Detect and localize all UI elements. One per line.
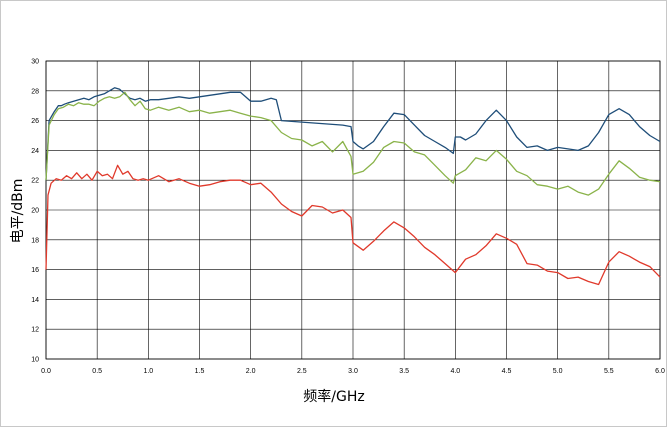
- y-tick-label: 28: [31, 88, 39, 95]
- x-tick-label: 4.5: [502, 368, 512, 375]
- x-tick-label: 0.5: [92, 368, 102, 375]
- y-tick-label: 30: [31, 59, 39, 66]
- series-line-3: [45, 164, 661, 286]
- grid: [45, 60, 661, 360]
- series-group: [45, 87, 661, 286]
- x-tick-label: 6.0: [655, 368, 665, 375]
- y-tick-label: 24: [31, 148, 39, 155]
- y-tick-label: 14: [31, 297, 39, 304]
- series-line-1: [45, 87, 661, 181]
- y-tick-label: 22: [31, 178, 39, 185]
- x-tick-label: 1.5: [195, 368, 205, 375]
- x-tick-labels: 0.0 0.5 1.0 1.5 2.0 2.5 3.0 3.5 4.0 4.5 5.0 5.5 6.0: [41, 368, 665, 375]
- y-tick-label: 26: [31, 118, 39, 125]
- x-tick-label: 3.0: [348, 368, 358, 375]
- y-tick-label: 10: [31, 357, 39, 364]
- y-tick-labels: 10 12 14 16 18 20 22 24 26 28 30: [31, 59, 39, 364]
- x-axis-label: 频率/GHz: [303, 388, 364, 405]
- x-tick-label: 4.0: [450, 368, 460, 375]
- x-tick-label: 5.5: [604, 368, 614, 375]
- x-tick-label: 0.0: [41, 368, 51, 375]
- x-tick-label: 2.0: [246, 368, 256, 375]
- y-tick-label: 16: [31, 267, 39, 274]
- x-tick-label: 2.5: [297, 368, 307, 375]
- y-tick-label: 18: [31, 237, 39, 244]
- y-tick-label: 12: [31, 327, 39, 334]
- x-tick-label: 5.0: [553, 368, 563, 375]
- x-tick-label: 3.5: [399, 368, 409, 375]
- series-line-2: [45, 91, 661, 196]
- x-tick-label: 1.0: [143, 368, 153, 375]
- y-axis-label: 电平/dBm: [10, 179, 26, 244]
- y-tick-label: 20: [31, 208, 39, 215]
